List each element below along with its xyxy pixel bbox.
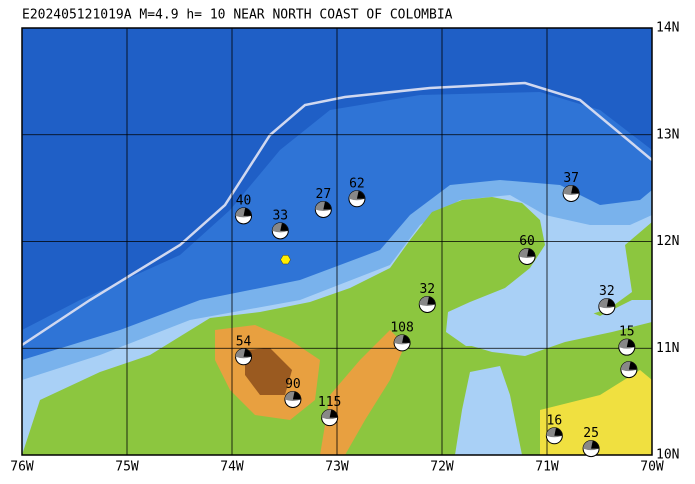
depth-label: 15	[619, 325, 635, 340]
x-tick-label: 75W	[115, 460, 139, 475]
depth-label: 62	[349, 176, 365, 191]
y-tick-label: 11N	[656, 341, 679, 356]
x-tick-label: 74W	[220, 460, 244, 475]
depth-label: 40	[236, 193, 252, 208]
beachball-quadrant	[329, 409, 338, 418]
beachball-quadrant	[628, 361, 637, 370]
y-tick-label: 10N	[656, 448, 679, 463]
y-tick-label: 12N	[656, 234, 679, 249]
depth-label: 115	[318, 395, 341, 410]
x-tick-label: 71W	[535, 460, 559, 475]
depth-label: 32	[419, 282, 435, 297]
beachball-quadrant	[626, 339, 635, 348]
x-tick-label: 76W	[10, 460, 34, 475]
depth-label: 27	[316, 187, 332, 202]
depth-label: 90	[285, 377, 301, 392]
epicenter	[280, 255, 291, 265]
y-tick-label: 14N	[656, 21, 679, 36]
x-tick-label: 72W	[430, 460, 454, 475]
depth-label: 25	[583, 426, 599, 441]
beachball-quadrant	[402, 335, 411, 343]
depth-label: 108	[390, 320, 413, 335]
beachball-quadrant	[323, 201, 332, 210]
beachball-quadrant	[606, 298, 615, 307]
beachball-quadrant	[554, 427, 563, 436]
x-tick-label: 73W	[325, 460, 349, 475]
depth-label: 16	[547, 413, 563, 428]
beachball-quadrant	[243, 208, 252, 216]
map-title: E202405121019A M=4.9 h= 10 NEAR NORTH CO…	[22, 8, 453, 23]
beachball-quadrant	[527, 248, 536, 257]
depth-label: 33	[272, 208, 288, 223]
depth-label: 32	[599, 284, 615, 299]
beachball-quadrant	[243, 348, 252, 357]
beachball-quadrant	[292, 391, 301, 400]
y-tick-label: 13N	[656, 127, 679, 142]
beachball-quadrant	[427, 296, 436, 305]
depth-label: 60	[519, 234, 535, 249]
beachball-quadrant	[280, 222, 289, 231]
beachball-quadrant	[356, 190, 365, 199]
depth-label: 54	[236, 334, 252, 349]
x-tick-label: 70W	[640, 460, 664, 475]
beachball-quadrant	[571, 185, 580, 194]
beachball-quadrant	[591, 440, 600, 449]
depth-label: 37	[563, 171, 579, 186]
